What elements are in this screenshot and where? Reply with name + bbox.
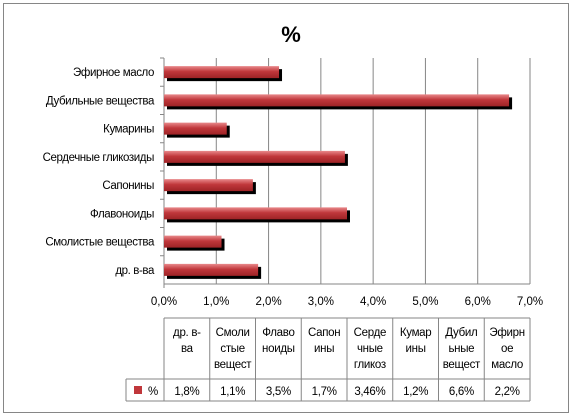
bar xyxy=(164,150,345,163)
category-label: др. в-ва xyxy=(115,265,155,277)
category-label: Дубильные вещества xyxy=(46,95,155,107)
table-header-text: ое xyxy=(501,343,513,355)
category-label: Эфирное масло xyxy=(73,67,154,79)
x-tick-label: 6,0% xyxy=(465,296,491,308)
data-table: др. в-ва Смоли стые вещест Флаво ноиды Сапон ин… xyxy=(125,317,531,402)
table-header-text: вещест xyxy=(214,359,252,371)
bar xyxy=(164,235,222,248)
table-header-text: гликоз xyxy=(354,359,386,371)
x-tick-label: 4,0% xyxy=(360,296,386,308)
table-header-text: ноиды xyxy=(262,343,295,355)
x-tick-label: 5,0% xyxy=(412,296,438,308)
table-header-text: ины xyxy=(406,343,426,355)
legend-key xyxy=(134,386,142,394)
table-value: 1,8% xyxy=(174,386,199,398)
legend-label: % xyxy=(148,386,158,398)
table-header-text: ины xyxy=(314,343,334,355)
bar xyxy=(164,122,227,135)
category-label: Смолистые вещества xyxy=(45,237,155,249)
plot-area: Эфирное масло Дубильные вещества Кумарины С… xyxy=(43,57,543,308)
table-value: 2,2% xyxy=(495,386,520,398)
bar xyxy=(164,263,259,276)
x-tick-label: 3,0% xyxy=(308,296,334,308)
x-tick-label: 7,0% xyxy=(517,296,543,308)
table-header-text: стые xyxy=(220,343,244,355)
table-header-text: Сапон xyxy=(308,327,340,339)
table-header-text: др. в- xyxy=(173,327,201,339)
category-label: Сапонины xyxy=(102,180,154,192)
table-header-text: Эфирн xyxy=(489,327,524,339)
category-label: Сердечные гликозиды xyxy=(43,152,154,164)
table-header-text: чные xyxy=(357,343,383,355)
category-label: Флавоноиды xyxy=(90,208,154,220)
table-value: 1,7% xyxy=(312,386,337,398)
table-header-text: ва xyxy=(181,343,194,355)
table-header-text: Смоли xyxy=(216,327,250,339)
category-label: Кумарины xyxy=(103,124,154,136)
table-value: 1,2% xyxy=(403,386,428,398)
table-value: 1,1% xyxy=(220,386,245,398)
table-value: 3,5% xyxy=(266,386,291,398)
table-header-text: ьные xyxy=(448,343,474,355)
bar xyxy=(164,66,280,79)
table-header-text: вещест xyxy=(443,359,481,371)
bar xyxy=(164,94,510,107)
x-tick-label: 1,0% xyxy=(203,296,229,308)
table-header-text: Флаво xyxy=(262,327,294,339)
chart-title: % xyxy=(281,22,301,47)
table-header-text: Дубил xyxy=(445,327,477,339)
table-header-text: масло xyxy=(491,359,523,371)
table-header-text: Серде xyxy=(354,327,386,339)
x-tick-label: 0,0% xyxy=(151,296,177,308)
bar xyxy=(164,207,347,220)
table-value: 6,6% xyxy=(449,386,474,398)
table-header-text: Кумар xyxy=(400,327,432,339)
table-value: 3,46% xyxy=(354,386,385,398)
bar xyxy=(164,179,253,192)
x-tick-label: 2,0% xyxy=(255,296,281,308)
